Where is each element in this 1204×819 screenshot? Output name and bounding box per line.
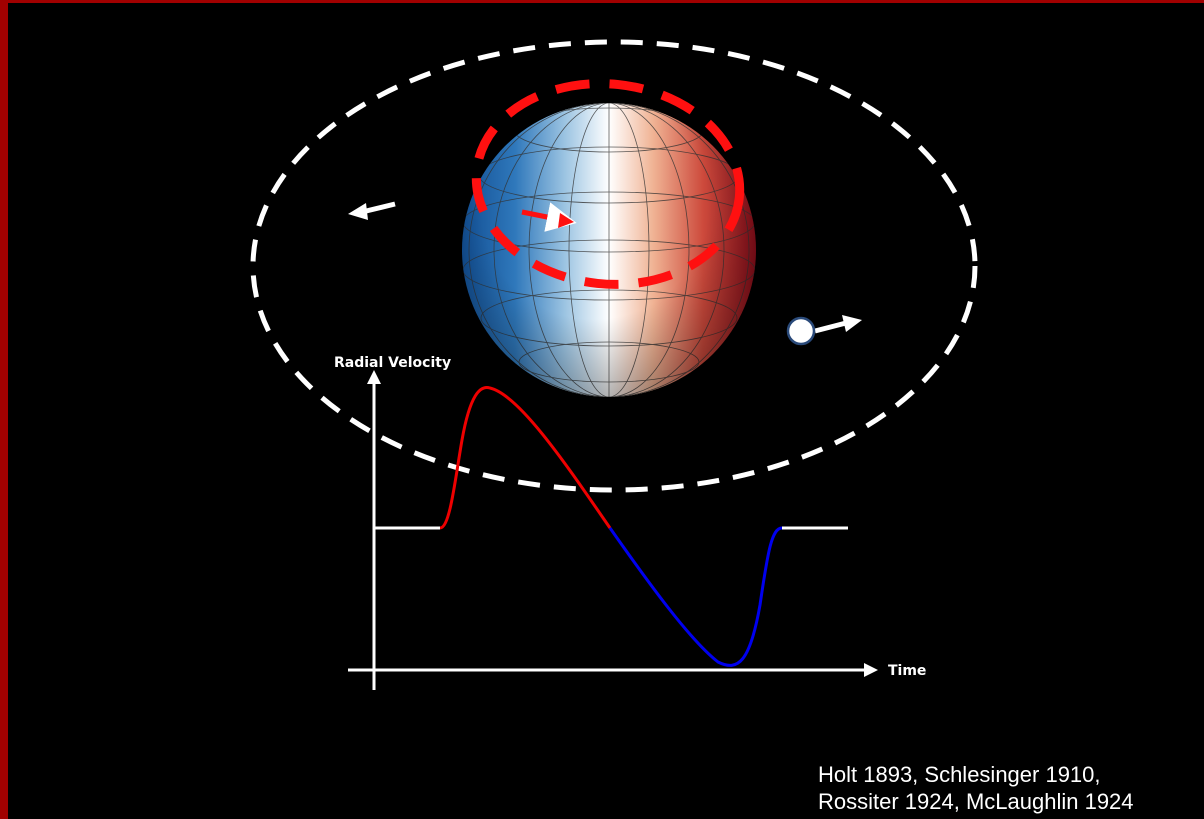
frame-left [0, 0, 8, 819]
planet [788, 318, 814, 344]
citation: Rossiter 1924, McLaughlin 1924 [818, 789, 1134, 814]
x-axis-label: Time [888, 663, 926, 679]
page: Radial Velocity Time Holt 1893, Schlesin… [0, 0, 1204, 819]
citation: Holt 1893, Schlesinger 1910, [818, 762, 1101, 787]
diagram: Radial Velocity Time Holt 1893, Schlesin… [0, 0, 1204, 819]
y-axis-label: Radial Velocity [334, 355, 451, 371]
frame-top [0, 0, 1204, 3]
